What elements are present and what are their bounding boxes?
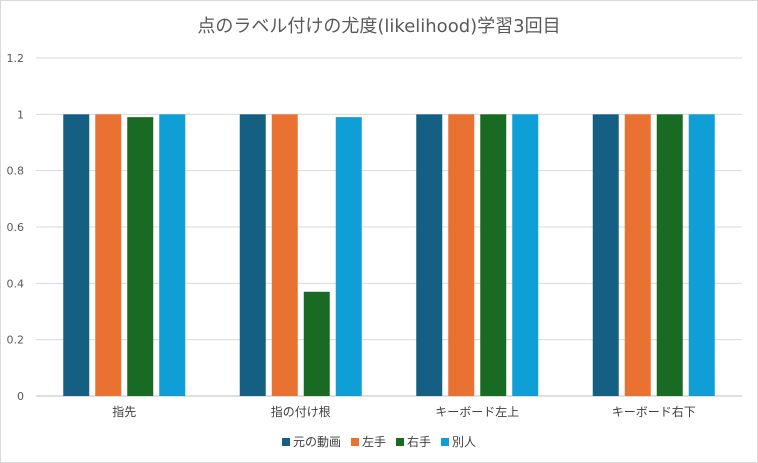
bar — [159, 114, 186, 396]
bar — [656, 114, 683, 396]
legend-swatch — [350, 437, 359, 446]
bar — [239, 114, 266, 396]
legend-swatch — [396, 437, 404, 446]
y-tick-label: 0.4 — [7, 277, 25, 290]
legend: 元の動画 左手 右手 別人 — [0, 433, 758, 450]
legend-swatch — [441, 437, 450, 446]
bar — [448, 114, 475, 396]
bar — [592, 114, 619, 396]
bar — [688, 114, 715, 396]
legend-label: 別人 — [452, 435, 477, 449]
x-tick-label: キーボード右下 — [612, 404, 696, 419]
legend-item: 別人 — [441, 433, 476, 450]
bar — [271, 114, 298, 396]
y-tick-label: 0.8 — [7, 165, 25, 178]
x-tick-label: キーボード左上 — [435, 404, 519, 419]
legend-item: 左手 — [350, 433, 386, 450]
bar — [512, 114, 539, 396]
bar — [335, 117, 362, 397]
y-tick-label: 0 — [17, 390, 24, 403]
y-tick-label: 0.2 — [7, 334, 25, 347]
legend-label: 元の動画 — [292, 435, 341, 449]
x-tick-label: 指先 — [112, 404, 136, 419]
bar — [63, 114, 90, 396]
legend-item: 元の動画 — [281, 433, 341, 450]
bar — [624, 114, 651, 396]
legend-swatch — [281, 437, 290, 446]
bar — [303, 291, 330, 396]
y-tick-label: 1 — [17, 108, 24, 121]
x-tick-label: 指の付け根 — [271, 404, 331, 419]
y-tick-label: 0.6 — [7, 221, 25, 234]
bar — [480, 114, 507, 396]
legend-item: 右手 — [396, 433, 431, 450]
bar — [416, 114, 443, 396]
legend-label: 右手 — [407, 435, 432, 449]
chart-title: 点のラベル付けの尤度(likelihood)学習3回目 — [197, 16, 561, 37]
y-tick-label: 1.2 — [7, 52, 25, 65]
bar — [127, 117, 154, 397]
legend-label: 左手 — [361, 435, 386, 449]
bar — [95, 114, 122, 396]
